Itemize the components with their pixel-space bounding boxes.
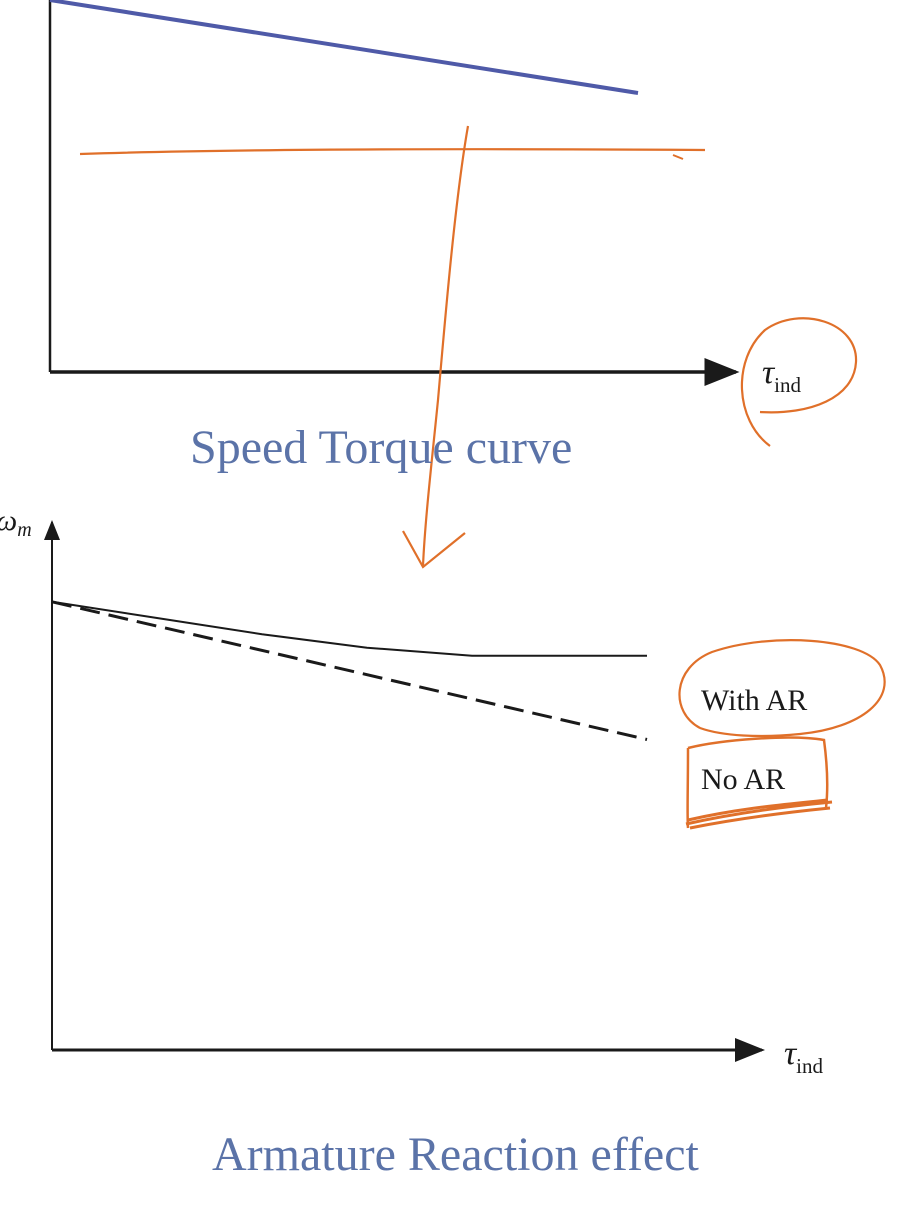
armature-reaction-caption: Armature Reaction effect — [212, 1128, 699, 1181]
legend-with-ar: With AR — [701, 684, 807, 717]
chart2-series-group — [51, 600, 648, 741]
chart1-series-group — [49, 0, 639, 95]
speed-torque-chart: τind — [48, 0, 858, 569]
series-line-with-ar — [51, 600, 647, 657]
handwritten-tick-mark — [672, 154, 684, 160]
chart2-y-axis-label: ωm — [0, 504, 32, 541]
chart2-x-axis-label: τind — [784, 1035, 824, 1078]
armature-reaction-chart: ωm τind With AR No AR — [0, 504, 886, 1078]
handwritten-circle-x-label — [740, 317, 858, 447]
legend-no-ar: No AR — [701, 763, 785, 796]
handwritten-underline-no-ar — [685, 798, 833, 830]
handwritten-arrow-head — [402, 530, 466, 569]
series-line-no-ar — [51, 600, 648, 741]
handwritten-circle-with-ar — [678, 639, 886, 738]
chart1-x-axis-label: τind — [762, 354, 802, 397]
speed-torque-caption: Speed Torque curve — [190, 421, 573, 474]
series-line-speed-torque — [49, 0, 639, 95]
handwritten-down-arrow — [421, 125, 470, 567]
handwritten-horizontal-line — [79, 148, 706, 156]
